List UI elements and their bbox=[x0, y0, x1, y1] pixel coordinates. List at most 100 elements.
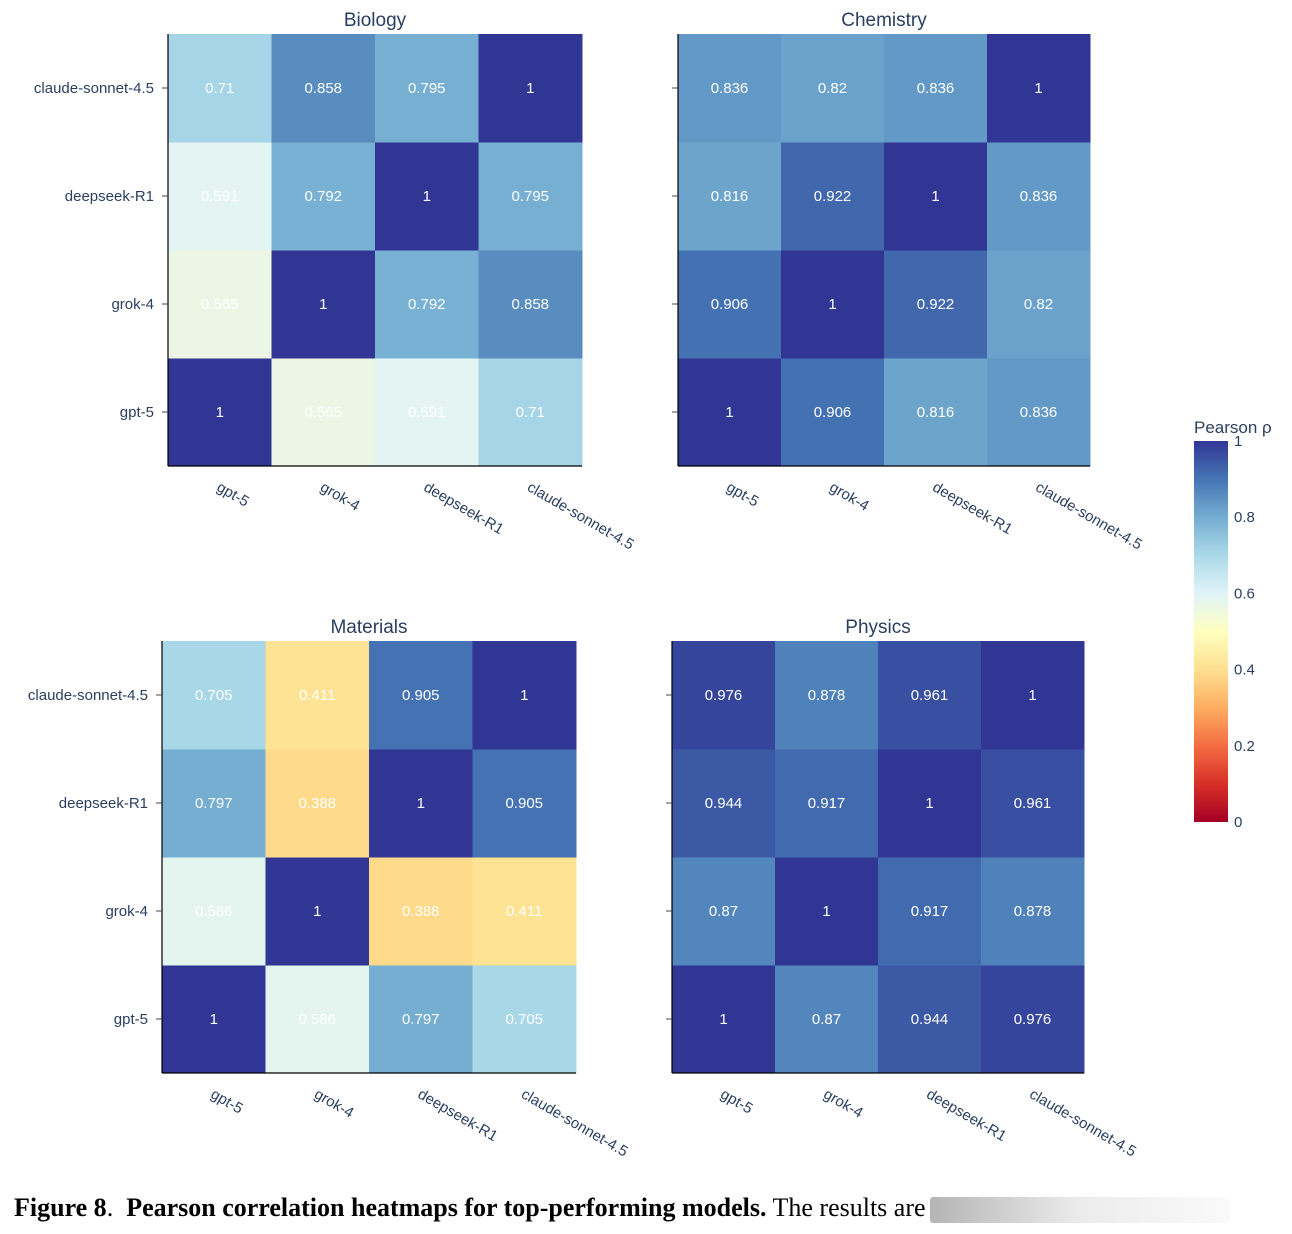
heatmap-cell bbox=[678, 250, 782, 359]
heatmap-materials: Materials 1 0.586 0.797 0.705 0.586 1 0.388 0.41… bbox=[28, 617, 631, 1161]
colorbar: Pearson ρ 0 0.2 0.4 0.6 0.8 1 bbox=[1194, 418, 1272, 831]
heatmap-cell bbox=[168, 250, 272, 359]
cell-value-label: 0.944 bbox=[911, 1011, 949, 1028]
x-tick-label: gpt-5 bbox=[208, 1086, 246, 1118]
colorbar-tick-label: 0.2 bbox=[1234, 738, 1255, 755]
cell-value-label: 1 bbox=[423, 188, 431, 205]
heatmap-cell bbox=[878, 857, 982, 966]
colorbar-gradient bbox=[1194, 441, 1228, 822]
x-tick-label: gpt-5 bbox=[718, 1086, 756, 1118]
heatmap-cell bbox=[168, 358, 272, 467]
cell-value-label: 0.816 bbox=[711, 188, 749, 205]
caption-text: The results are bbox=[772, 1193, 926, 1222]
cell-value-label: 0.586 bbox=[195, 903, 233, 920]
heatmap-cell bbox=[375, 142, 479, 251]
heatmap-cell bbox=[369, 749, 473, 858]
cell-value-label: 0.878 bbox=[808, 687, 846, 704]
heatmap-biology: Biology 1 0.565 0.591 0.71 0.565 1 0.792 0.858 0.… bbox=[34, 10, 637, 554]
heatmap-cell bbox=[781, 142, 885, 251]
colorbar-tick-label: 1 bbox=[1234, 433, 1242, 450]
cell-value-label: 0.905 bbox=[505, 795, 543, 812]
cell-value-label: 0.961 bbox=[911, 687, 949, 704]
x-tick-label: claude-sonnet-4.5 bbox=[1027, 1086, 1140, 1161]
heatmap-cell bbox=[162, 749, 266, 858]
cell-value-label: 1 bbox=[526, 80, 534, 97]
heatmap-cell bbox=[987, 142, 1091, 251]
cell-value-label: 0.917 bbox=[808, 795, 846, 812]
heatmap-cell bbox=[878, 749, 982, 858]
cell-value-label: 0.586 bbox=[298, 1011, 336, 1028]
cell-value-label: 0.792 bbox=[408, 296, 446, 313]
heatmap-cell bbox=[981, 641, 1085, 750]
x-tick-label: gpt-5 bbox=[724, 479, 762, 511]
heatmap-cell bbox=[981, 749, 1085, 858]
heatmap-cell bbox=[981, 965, 1085, 1074]
cell-value-label: 1 bbox=[1028, 687, 1036, 704]
cell-value-label: 0.792 bbox=[304, 188, 342, 205]
heatmap-cell bbox=[369, 965, 473, 1074]
cell-value-label: 0.836 bbox=[1020, 404, 1058, 421]
heatmap-cell bbox=[672, 641, 776, 750]
cell-value-label: 1 bbox=[725, 404, 733, 421]
heatmap-cell bbox=[472, 965, 577, 1074]
heatmap-cell bbox=[672, 749, 776, 858]
x-tick-label: deepseek-R1 bbox=[924, 1086, 1010, 1145]
panel-title-chemistry: Chemistry bbox=[841, 10, 927, 31]
cell-value-label: 0.905 bbox=[402, 687, 440, 704]
heatmap-cell bbox=[271, 34, 376, 143]
cell-value-label: 0.71 bbox=[205, 80, 234, 97]
heatmap-cell bbox=[271, 142, 376, 251]
cell-value-label: 1 bbox=[319, 296, 327, 313]
cell-value-label: 1 bbox=[520, 687, 528, 704]
heatmap-cell bbox=[162, 641, 266, 750]
cell-value-label: 0.816 bbox=[917, 404, 955, 421]
heatmap-cell bbox=[884, 142, 988, 251]
heatmap-cell bbox=[678, 358, 782, 467]
heatmap-cell bbox=[775, 965, 879, 1074]
cell-value-label: 1 bbox=[828, 296, 836, 313]
cell-value-label: 0.836 bbox=[711, 80, 749, 97]
cell-value-label: 0.795 bbox=[511, 188, 549, 205]
caption-label: Figure 8 bbox=[14, 1193, 107, 1222]
cell-value-label: 0.922 bbox=[814, 188, 852, 205]
heatmap-cell bbox=[478, 250, 583, 359]
cell-value-label: 0.388 bbox=[298, 795, 336, 812]
y-tick-label: deepseek-R1 bbox=[59, 795, 148, 812]
heatmap-cell bbox=[478, 34, 583, 143]
cell-value-label: 0.71 bbox=[516, 404, 545, 421]
heatmap-physics: Physics 1 0.87 0.944 0.976 0.87 1 0.917 0.878 0.9… bbox=[666, 617, 1139, 1161]
heatmap-cell bbox=[781, 34, 885, 143]
heatmap-cell bbox=[987, 250, 1091, 359]
heatmap-cell bbox=[884, 34, 988, 143]
heatmap-cell bbox=[472, 641, 577, 750]
colorbar-tick-label: 0.6 bbox=[1234, 585, 1255, 602]
cell-value-label: 1 bbox=[313, 903, 321, 920]
y-tick-label: claude-sonnet-4.5 bbox=[34, 80, 154, 97]
x-tick-label: deepseek-R1 bbox=[930, 479, 1016, 538]
cell-value-label: 0.906 bbox=[711, 296, 749, 313]
y-tick-label: grok-4 bbox=[105, 903, 148, 920]
heatmap-cell bbox=[775, 641, 879, 750]
cell-value-label: 0.795 bbox=[408, 80, 446, 97]
x-tick-label: grok-4 bbox=[827, 479, 872, 515]
y-tick-label: grok-4 bbox=[111, 296, 154, 313]
heatmap-cell bbox=[162, 857, 266, 966]
cell-value-label: 0.961 bbox=[1014, 795, 1052, 812]
heatmap-cell bbox=[478, 358, 583, 467]
cell-value-label: 0.565 bbox=[201, 296, 239, 313]
x-tick-label: grok-4 bbox=[311, 1086, 356, 1122]
cell-value-label: 0.591 bbox=[201, 188, 239, 205]
heatmap-cell bbox=[375, 250, 479, 359]
heatmap-cell bbox=[265, 749, 370, 858]
x-tick-label: deepseek-R1 bbox=[421, 479, 507, 538]
colorbar-tick-label: 0.4 bbox=[1234, 662, 1255, 679]
heatmap-cell bbox=[987, 358, 1091, 467]
heatmap-cell bbox=[472, 749, 577, 858]
cell-value-label: 0.917 bbox=[911, 903, 949, 920]
y-tick-label: deepseek-R1 bbox=[65, 188, 154, 205]
x-tick-label: grok-4 bbox=[317, 479, 362, 515]
cell-value-label: 0.797 bbox=[402, 1011, 440, 1028]
cell-value-label: 1 bbox=[719, 1011, 727, 1028]
cell-value-label: 0.944 bbox=[705, 795, 743, 812]
cell-value-label: 0.797 bbox=[195, 795, 233, 812]
